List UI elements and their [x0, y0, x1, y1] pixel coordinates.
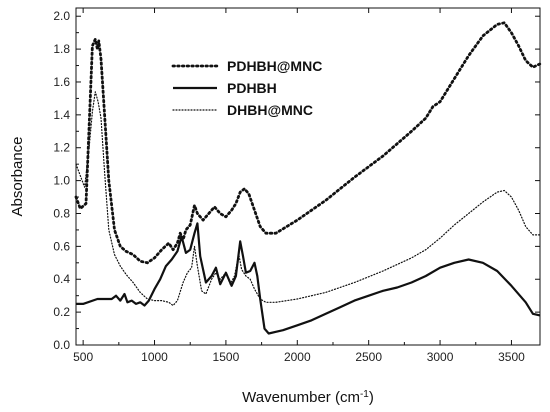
y-tick-label: 1.6	[53, 75, 70, 89]
x-tick-label: 3500	[498, 350, 525, 364]
y-tick-label: 1.0	[53, 174, 70, 188]
series-line-pdhbh-mnc	[74, 21, 542, 265]
x-tick-label: 1500	[213, 350, 240, 364]
x-tick-label: 2500	[355, 350, 382, 364]
legend-label: PDHBH	[227, 80, 277, 96]
legend: PDHBH@MNC PDHBH DHBH@MNC	[167, 52, 367, 124]
legend-label: PDHBH@MNC	[227, 58, 322, 74]
x-tick-label: 3000	[427, 350, 454, 364]
x-tick-label: 2000	[284, 350, 311, 364]
y-tick-label: 0.0	[53, 338, 70, 352]
series-line-dhbh-mnc	[75, 91, 541, 307]
y-tick-label: 0.8	[53, 206, 70, 220]
y-tick-label: 0.2	[53, 305, 70, 319]
series-layer	[74, 21, 542, 335]
y-tick-label: 1.4	[53, 108, 70, 122]
series-line-pdhbh	[76, 222, 541, 335]
x-axis-title-sup: -1	[360, 389, 369, 400]
y-axis-title: Absorbance	[9, 136, 26, 216]
y-tick-label: 0.4	[53, 272, 70, 286]
legend-label: DHBH@MNC	[227, 102, 313, 118]
x-tick-label: 500	[73, 350, 93, 364]
y-tick-label: 1.2	[53, 141, 70, 155]
y-tick-label: 0.6	[53, 239, 70, 253]
x-axis-title-close: )	[369, 389, 374, 406]
plot-frame	[75, 7, 541, 346]
y-tick-label: 1.8	[53, 42, 70, 56]
y-tick-label: 2.0	[53, 9, 70, 23]
x-axis-title: Wavenumber (cm-1)	[242, 389, 374, 407]
ticks-layer: 500 1000 1500 2000 2500 3000 3500 0.0 0.2 0.4 0.6 0…	[53, 8, 540, 364]
x-axis-title-main: Wavenumber (cm	[242, 389, 360, 406]
x-tick-label: 1000	[141, 350, 168, 364]
